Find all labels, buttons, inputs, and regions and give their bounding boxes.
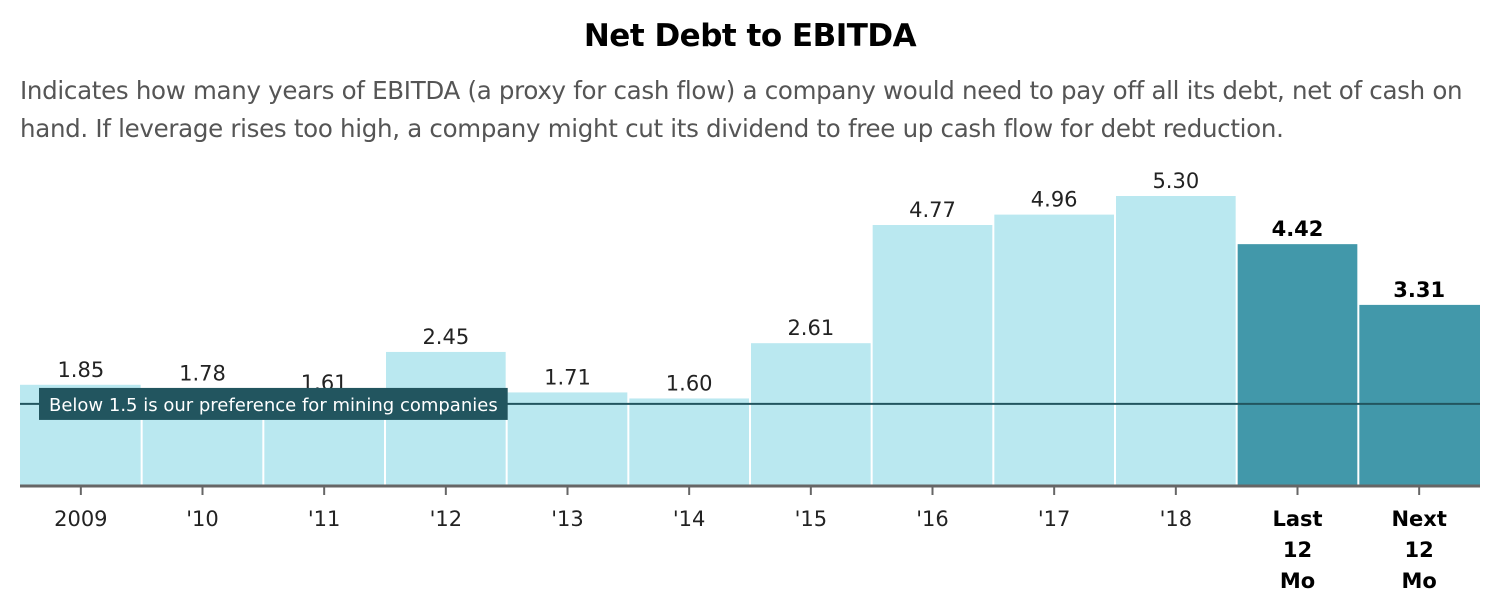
x-tick-label: 2009 — [54, 507, 107, 531]
x-tick-label: '17 — [1038, 507, 1071, 531]
x-tick-label: Last 12 Mo — [1272, 507, 1322, 593]
bar-value-label: 4.42 — [1272, 217, 1324, 241]
bar — [629, 398, 749, 486]
x-tick-label: Next 12 Mo — [1391, 507, 1446, 593]
x-tick-label: '13 — [551, 507, 584, 531]
bar — [1237, 244, 1358, 486]
x-axis-ticks-group: 2009 '10 '11 '12 '13 '14 '15 '16 '17 '18 Last 12 Mo N… — [54, 486, 1447, 593]
bar-value-label: 2.45 — [422, 325, 469, 349]
bar-value-label: 4.96 — [1031, 188, 1078, 212]
bar-value-label: 1.60 — [666, 371, 713, 395]
bar-value-label: 1.85 — [57, 358, 104, 382]
bar-value-label: 3.31 — [1393, 278, 1445, 302]
x-tick-label: '18 — [1160, 507, 1193, 531]
x-tick-label: '16 — [916, 507, 949, 531]
reference-label-group: Below 1.5 is our preference for mining c… — [39, 387, 508, 420]
x-tick-label: '10 — [186, 507, 219, 531]
bar-value-label: 1.78 — [179, 362, 226, 386]
reference-label: Below 1.5 is our preference for mining c… — [49, 395, 498, 416]
bar — [994, 214, 1114, 487]
bar — [507, 392, 628, 486]
x-tick-label: '12 — [430, 507, 463, 531]
bars-group — [20, 196, 1480, 487]
x-tick-label: '15 — [795, 507, 828, 531]
bar-value-label: 2.61 — [787, 316, 834, 340]
reference-label-background — [39, 387, 508, 420]
x-tick-label: '14 — [673, 507, 706, 531]
bar-value-label: 4.77 — [909, 198, 956, 222]
bar — [872, 225, 993, 486]
bar-value-label: 1.71 — [544, 365, 591, 389]
bar — [1359, 304, 1480, 486]
chart-title: Net Debt to EBITDA — [583, 18, 917, 54]
chart-subtitle: Indicates how many years of EBITDA (a pr… — [20, 76, 1463, 143]
bar-value-label: 5.30 — [1152, 169, 1199, 193]
bar — [751, 343, 871, 486]
x-tick-label: '11 — [308, 507, 341, 531]
bar — [1116, 196, 1236, 486]
